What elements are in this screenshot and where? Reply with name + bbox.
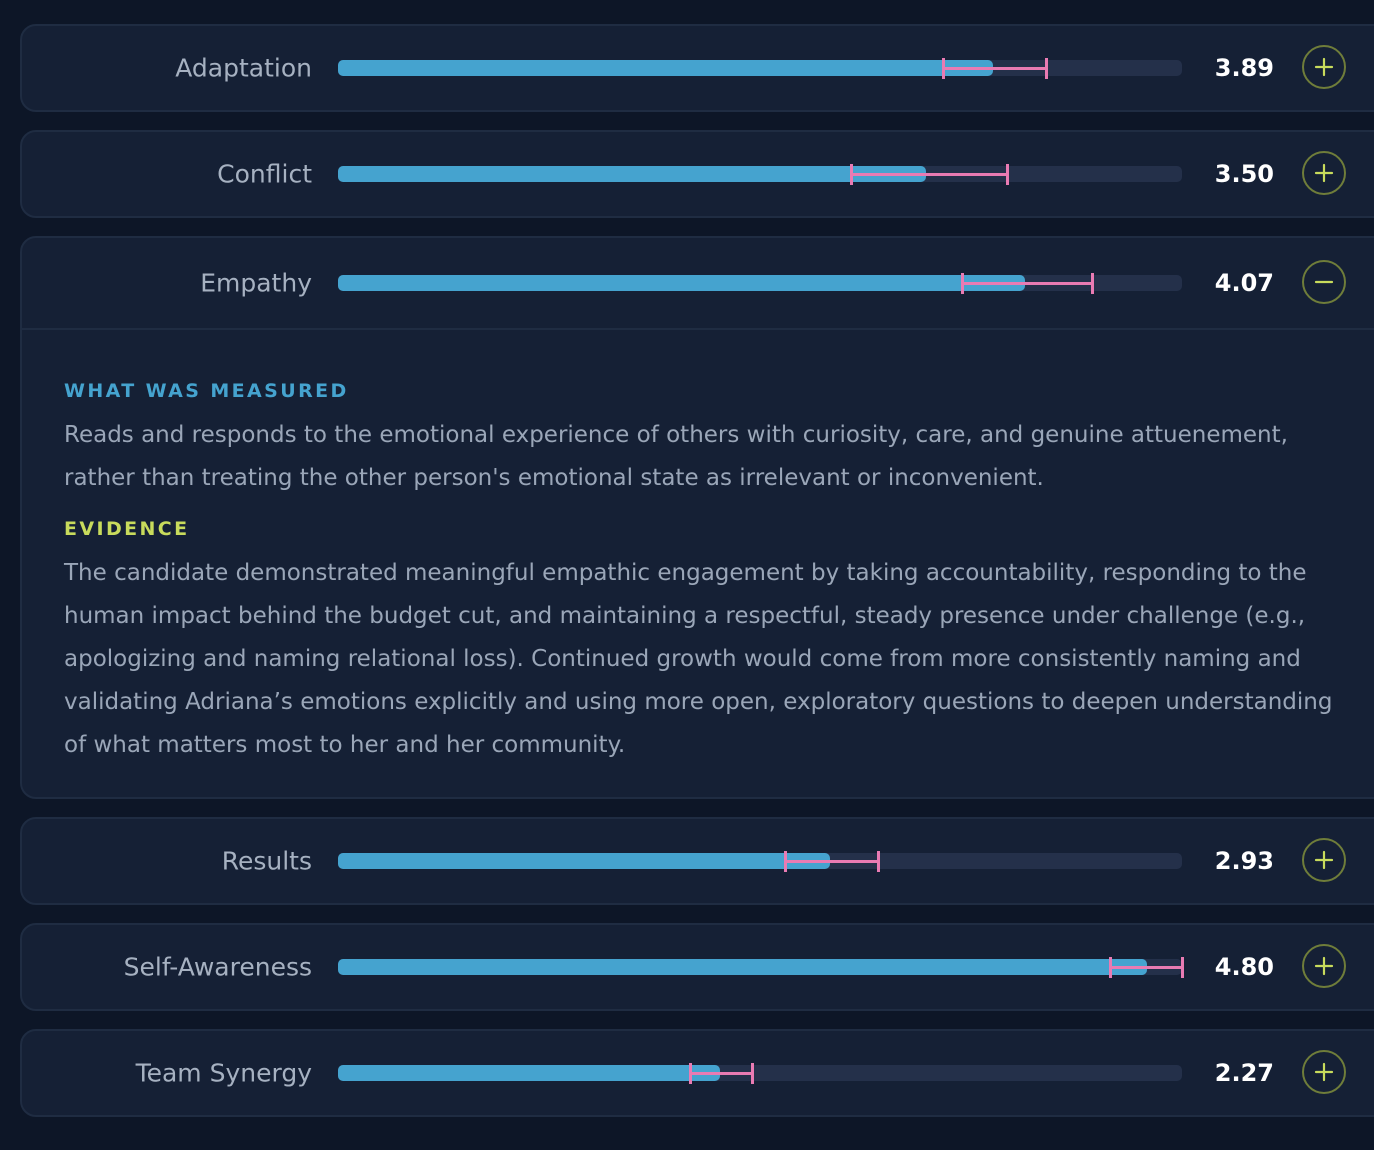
score-bar-track bbox=[338, 851, 1182, 872]
score-bar-track bbox=[338, 273, 1182, 294]
confidence-interval-line bbox=[689, 1072, 753, 1075]
confidence-interval-high-cap bbox=[877, 851, 881, 872]
competency-card-team-synergy: Team Synergy 2.27 bbox=[20, 1029, 1374, 1117]
collapse-toggle-button[interactable] bbox=[1302, 260, 1346, 304]
competency-name: Self-Awareness bbox=[123, 952, 312, 982]
competency-name: Team Synergy bbox=[135, 1058, 312, 1088]
score-bar-fill bbox=[338, 60, 993, 76]
expand-toggle-button[interactable] bbox=[1302, 1050, 1346, 1094]
competency-name: Conflict bbox=[217, 159, 312, 189]
competency-row[interactable]: Empathy 4.07 bbox=[22, 238, 1374, 330]
score-value: 2.93 bbox=[1214, 847, 1274, 875]
minus-icon bbox=[1314, 280, 1334, 284]
score-bar-fill bbox=[338, 166, 927, 182]
confidence-interval-high-cap bbox=[1090, 273, 1094, 294]
competency-row[interactable]: Self-Awareness 4.80 bbox=[22, 925, 1374, 1009]
competency-card-results: Results 2.93 bbox=[20, 817, 1374, 905]
competency-list: Adaptation 3.89 Conflict 3.50 bbox=[20, 24, 1374, 1135]
confidence-interval-low-cap bbox=[942, 58, 946, 79]
confidence-interval-high-cap bbox=[751, 1063, 755, 1084]
score-bar-fill bbox=[338, 853, 831, 869]
confidence-interval-low-cap bbox=[688, 1063, 692, 1084]
competency-row[interactable]: Conflict 3.50 bbox=[22, 132, 1374, 216]
score-value: 3.50 bbox=[1214, 160, 1274, 188]
competency-card-conflict: Conflict 3.50 bbox=[20, 130, 1374, 218]
competency-name: Adaptation bbox=[175, 53, 312, 83]
score-bar-fill bbox=[338, 1065, 721, 1081]
confidence-interval-line bbox=[943, 67, 1047, 70]
competency-card-adaptation: Adaptation 3.89 bbox=[20, 24, 1374, 112]
competency-row[interactable]: Team Synergy 2.27 bbox=[22, 1031, 1374, 1115]
score-value: 4.07 bbox=[1214, 269, 1274, 297]
score-bar-track bbox=[338, 957, 1184, 978]
plus-icon bbox=[1314, 57, 1334, 77]
score-bar-track bbox=[338, 58, 1182, 79]
plus-icon bbox=[1314, 956, 1334, 976]
competency-details: WHAT WAS MEASURED Reads and responds to … bbox=[22, 330, 1374, 797]
confidence-interval-line bbox=[785, 860, 879, 863]
confidence-interval-low-cap bbox=[784, 851, 788, 872]
evidence-text: The candidate demonstrated meaningful em… bbox=[64, 560, 1333, 758]
score-bar-track bbox=[338, 1063, 1182, 1084]
expand-toggle-button[interactable] bbox=[1302, 151, 1346, 195]
expand-toggle-button[interactable] bbox=[1302, 45, 1346, 89]
confidence-interval-low-cap bbox=[1109, 957, 1113, 978]
plus-icon bbox=[1314, 850, 1334, 870]
competency-name: Empathy bbox=[200, 268, 312, 298]
confidence-interval-high-cap bbox=[1181, 957, 1184, 978]
score-bar-track bbox=[338, 164, 1182, 185]
confidence-interval-low-cap bbox=[850, 164, 854, 185]
confidence-interval-high-cap bbox=[1006, 164, 1010, 185]
score-bar-fill bbox=[338, 275, 1026, 291]
competency-card-self-awareness: Self-Awareness 4.80 bbox=[20, 923, 1374, 1011]
score-bar-fill bbox=[338, 959, 1147, 975]
competency-row[interactable]: Results 2.93 bbox=[22, 819, 1374, 903]
confidence-interval-line bbox=[851, 173, 1008, 176]
plus-icon bbox=[1314, 1062, 1334, 1082]
competency-card-empathy: Empathy 4.07 WHAT WAS MEASURED Reads and… bbox=[20, 236, 1374, 799]
confidence-interval-line bbox=[961, 282, 1092, 285]
expand-toggle-button[interactable] bbox=[1302, 838, 1346, 882]
expand-toggle-button[interactable] bbox=[1302, 944, 1346, 988]
confidence-interval-line bbox=[1110, 966, 1182, 969]
score-value: 2.27 bbox=[1214, 1059, 1274, 1087]
plus-icon bbox=[1314, 163, 1334, 183]
what-was-measured-heading: WHAT WAS MEASURED bbox=[64, 380, 349, 402]
competency-row[interactable]: Adaptation 3.89 bbox=[22, 26, 1374, 110]
evidence-heading: EVIDENCE bbox=[64, 518, 190, 540]
competency-name: Results bbox=[221, 846, 312, 876]
score-value: 4.80 bbox=[1214, 953, 1274, 981]
confidence-interval-low-cap bbox=[960, 273, 964, 294]
score-value: 3.89 bbox=[1214, 54, 1274, 82]
what-was-measured-text: Reads and responds to the emotional expe… bbox=[64, 422, 1288, 491]
confidence-interval-high-cap bbox=[1045, 58, 1049, 79]
